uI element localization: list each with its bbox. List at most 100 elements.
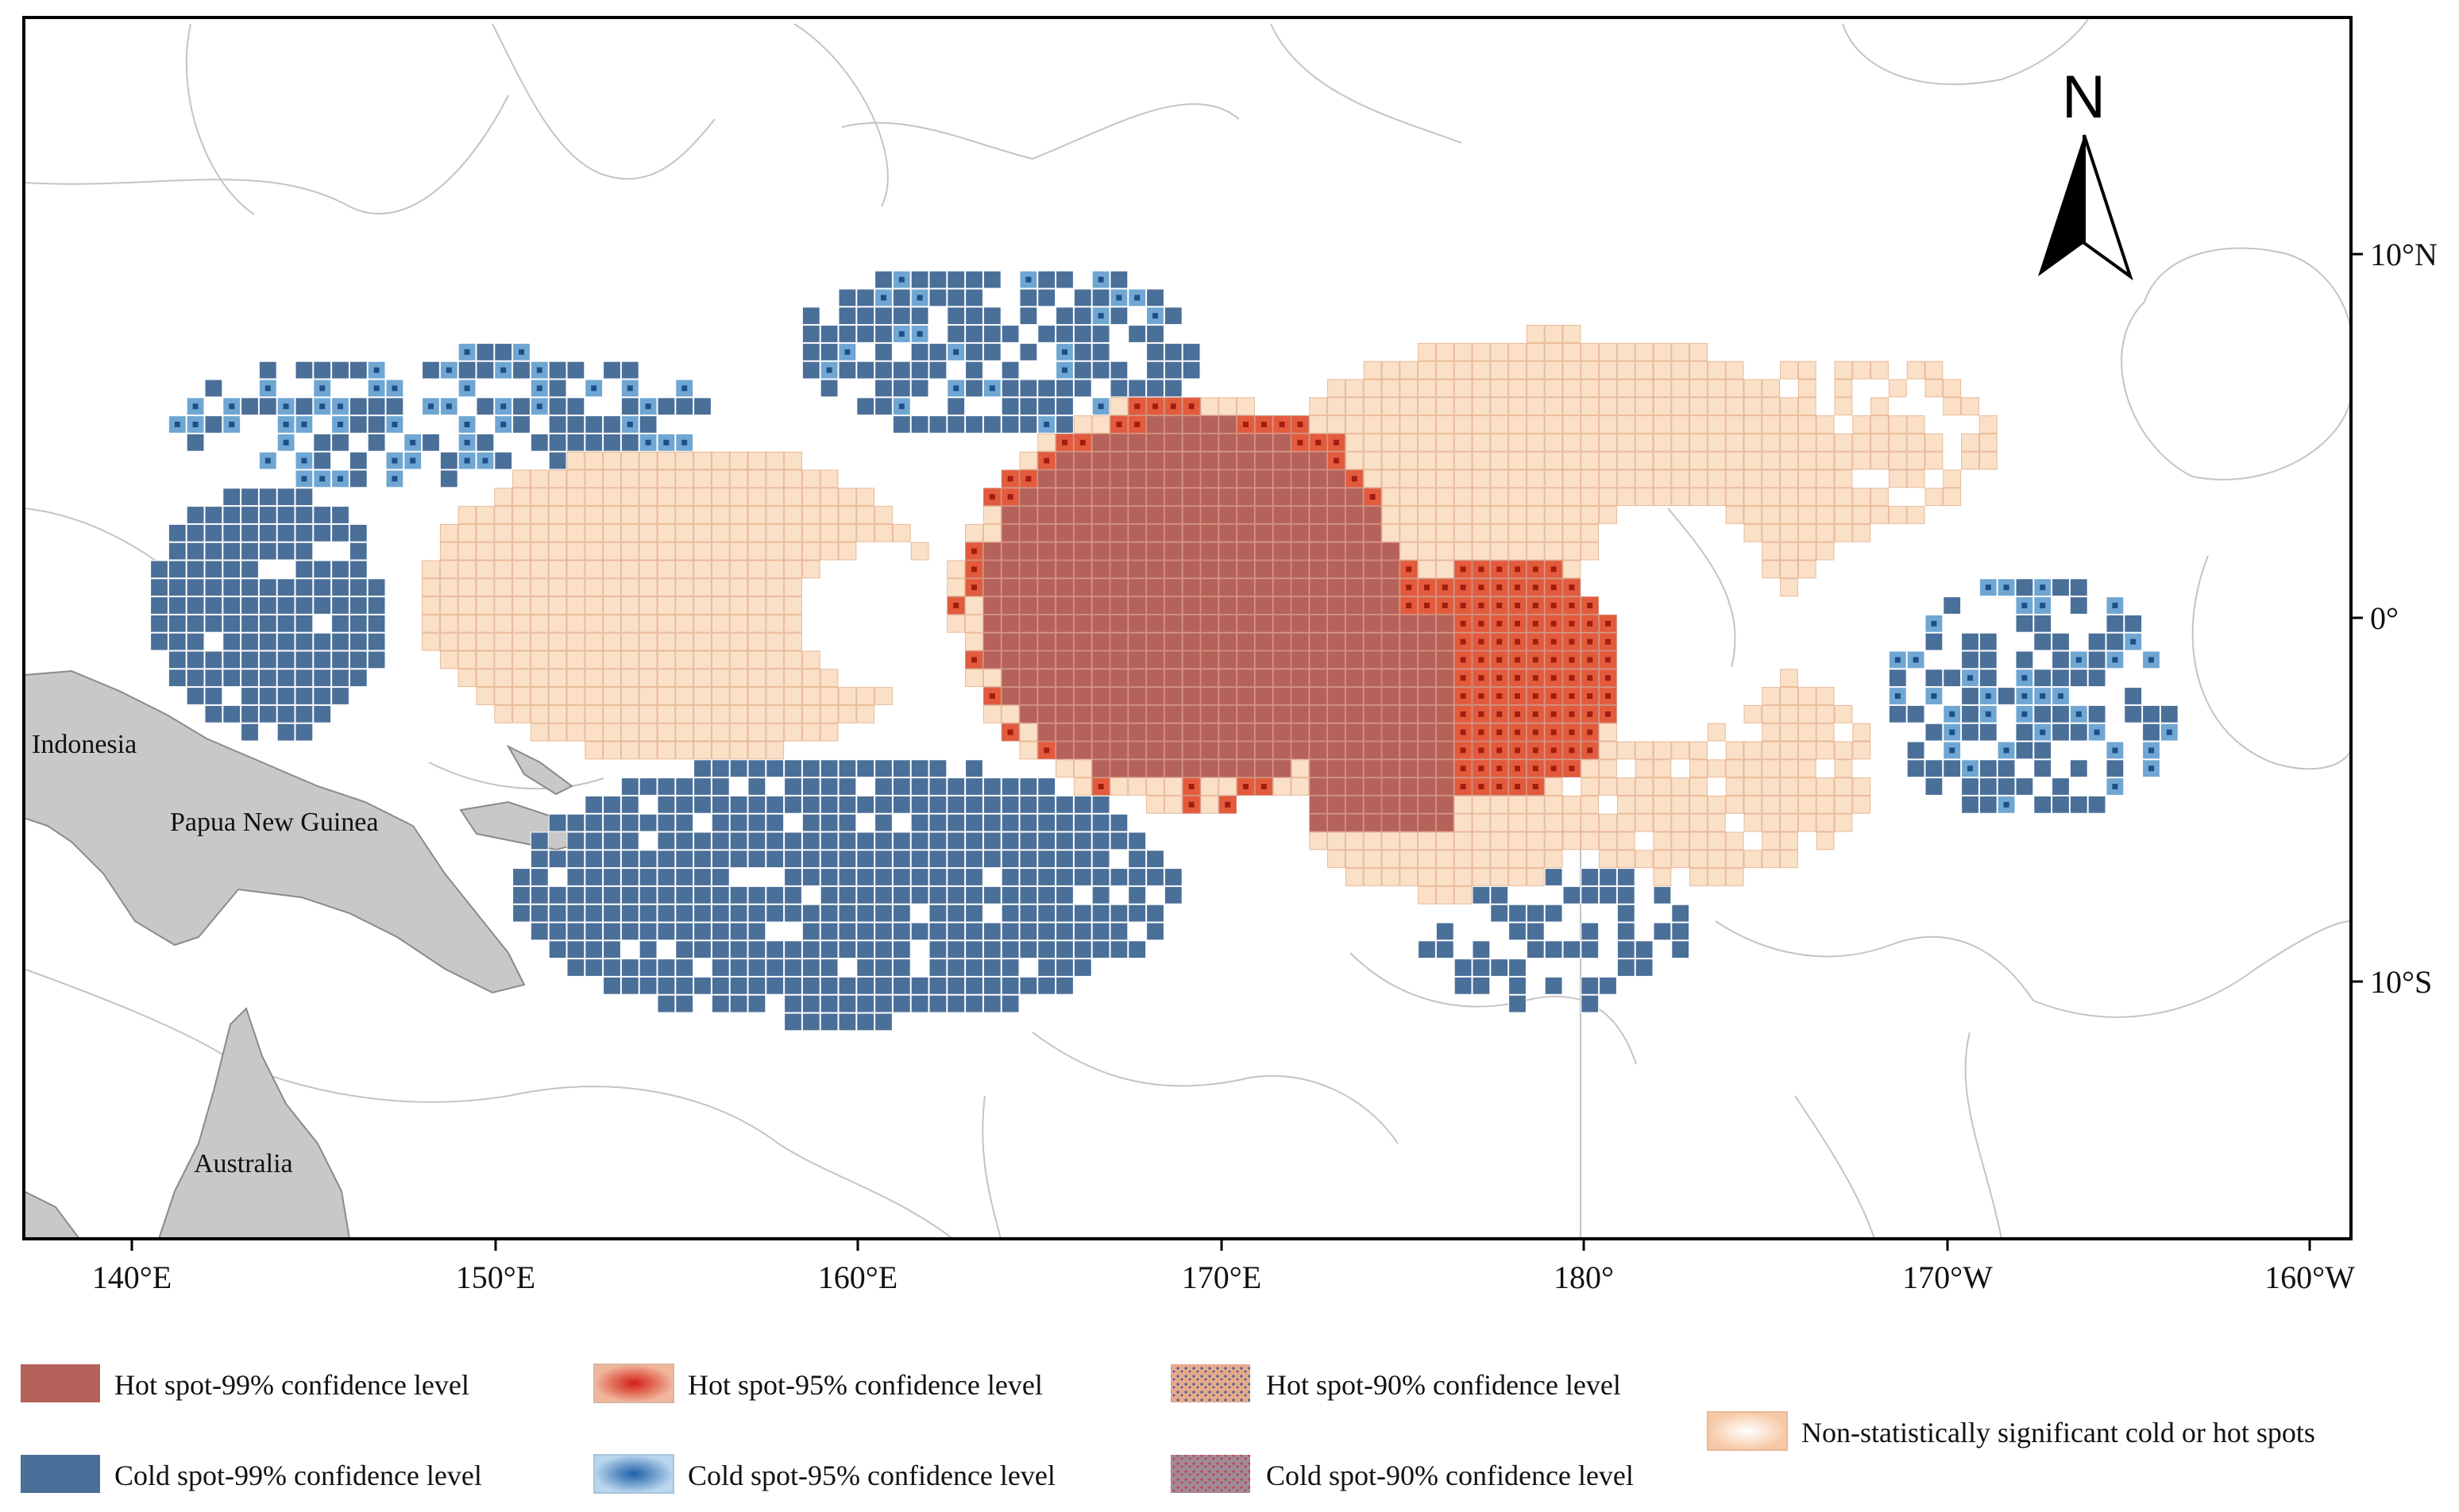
grid-cell-nonsig [1327,850,1345,869]
grid-cell-nonsig [1363,469,1382,488]
grid-cell-cold99 [1146,868,1164,886]
grid-cell-cold99 [150,578,168,597]
grid-cell-nonsig [1453,831,1473,850]
grid-cell-hot99 [1091,433,1110,452]
grid-cell-hot99 [1254,723,1273,742]
grid-cell-cold99 [1073,379,1092,398]
grid-cell-cold99 [1056,415,1074,434]
grid-cell-hot99 [1001,632,1020,651]
grid-cell-cold99 [222,650,241,669]
grid-cell-cold99 [1472,885,1491,904]
grid-cell-cold99 [1019,379,1038,398]
grid-cell-cold99 [331,506,349,524]
grid-cell-nonsig [1237,397,1255,416]
grid-cell-nonsig [747,669,766,688]
grid-cell-marker-cold95 [410,439,416,446]
grid-cell-hot99 [1218,560,1237,579]
grid-cell-nonsig [1725,777,1744,796]
grid-cell-cold99 [439,469,458,488]
grid-cell-hot99 [1218,759,1237,778]
grid-cell-marker-hot95 [1532,675,1538,681]
grid-cell-hot99 [1128,488,1147,507]
grid-cell-nonsig [747,614,766,633]
grid-cell-cold99 [1490,904,1509,923]
grid-cell-cold99 [295,542,314,561]
grid-cell-cold99 [639,813,658,832]
grid-cell-marker-hot95 [1550,693,1557,699]
grid-cell-hot99 [1146,759,1164,778]
grid-cell-cold99 [585,850,604,869]
grid-cell-nonsig [585,542,604,561]
grid-cell-cold99 [693,831,712,850]
grid-cell-cold99 [331,560,349,579]
grid-cell-nonsig [530,506,549,524]
grid-cell-nonsig [1453,397,1473,416]
grid-cell-cold99 [1019,904,1038,923]
grid-cell-hot99 [1200,542,1219,561]
grid-cell-cold99 [747,850,766,869]
grid-cell-nonsig [530,650,549,669]
grid-cell-marker-cold95 [338,422,343,427]
grid-cell-nonsig [1780,669,1798,688]
grid-cell-cold99 [784,850,802,869]
grid-cell-cold99 [276,687,295,705]
grid-cell-nonsig [1110,397,1129,416]
grid-cell-nonsig [1581,506,1600,524]
grid-cell-hot99 [1146,704,1164,723]
grid-cell-hot99 [1399,777,1419,796]
grid-cell-nonsig [982,523,1002,542]
grid-cell-nonsig [1852,506,1871,524]
grid-cell-marker-hot95 [989,693,995,699]
grid-cell-marker-cold95 [264,457,271,464]
grid-cell-cold99 [820,940,839,959]
grid-cell-hot99 [1110,469,1129,488]
grid-cell-nonsig [1544,523,1563,542]
grid-cell-nonsig [1924,379,1944,398]
grid-cell-hot99 [1110,578,1129,597]
grid-cell-hot99 [1272,759,1291,778]
grid-cell-nonsig [1508,415,1527,434]
legend-label-hot90: Hot spot-90% confidence level [1266,1369,1621,1401]
grid-cell-cold99 [620,976,639,995]
grid-cell-cold99 [603,922,621,941]
grid-cell-nonsig [1762,723,1781,742]
grid-cell-cold99 [947,885,966,904]
grid-cell-cold99 [385,397,404,416]
grid-cell-nonsig [566,704,585,723]
grid-cell-hot99 [1182,451,1201,470]
grid-cell-cold99 [982,940,1002,959]
grid-cell-cold99 [367,650,386,669]
grid-cell-cold99 [2033,704,2052,723]
grid-cell-cold99 [349,469,368,488]
grid-cell-marker-cold95 [953,349,959,355]
grid-cell-nonsig [1870,451,1889,470]
grid-cell-nonsig [1399,831,1419,850]
grid-cell-nonsig [1816,451,1835,470]
grid-cell-cold99 [892,379,911,398]
grid-cell-cold99 [1056,795,1074,814]
grid-cell-hot99 [1345,596,1364,615]
grid-cell-cold99 [620,397,639,416]
grid-cell-nonsig [1472,397,1491,416]
grid-cell-cold99 [1490,958,1509,977]
grid-cell-marker-cold95 [1931,620,1937,627]
grid-cell-nonsig [548,488,567,507]
grid-cell-cold99 [2033,669,2052,688]
grid-cell-cold99 [349,451,368,470]
grid-cell-nonsig [1472,795,1491,814]
grid-cell-nonsig [1418,379,1436,398]
grid-cell-hot99 [1254,469,1273,488]
grid-cell-nonsig [603,614,621,633]
grid-cell-cold99 [1110,813,1129,832]
grid-cell-nonsig [729,578,748,597]
grid-cell-marker-hot95 [1532,693,1538,699]
grid-cell-marker-hot95 [1587,638,1593,645]
grid-cell-cold99 [657,850,676,869]
grid-cell-cold99 [892,976,911,995]
grid-cell-nonsig [1490,379,1509,398]
grid-cell-cold99 [1056,904,1074,923]
grid-cell-nonsig [801,506,820,524]
grid-cell-cold99 [585,433,604,452]
grid-cell-nonsig [657,469,676,488]
